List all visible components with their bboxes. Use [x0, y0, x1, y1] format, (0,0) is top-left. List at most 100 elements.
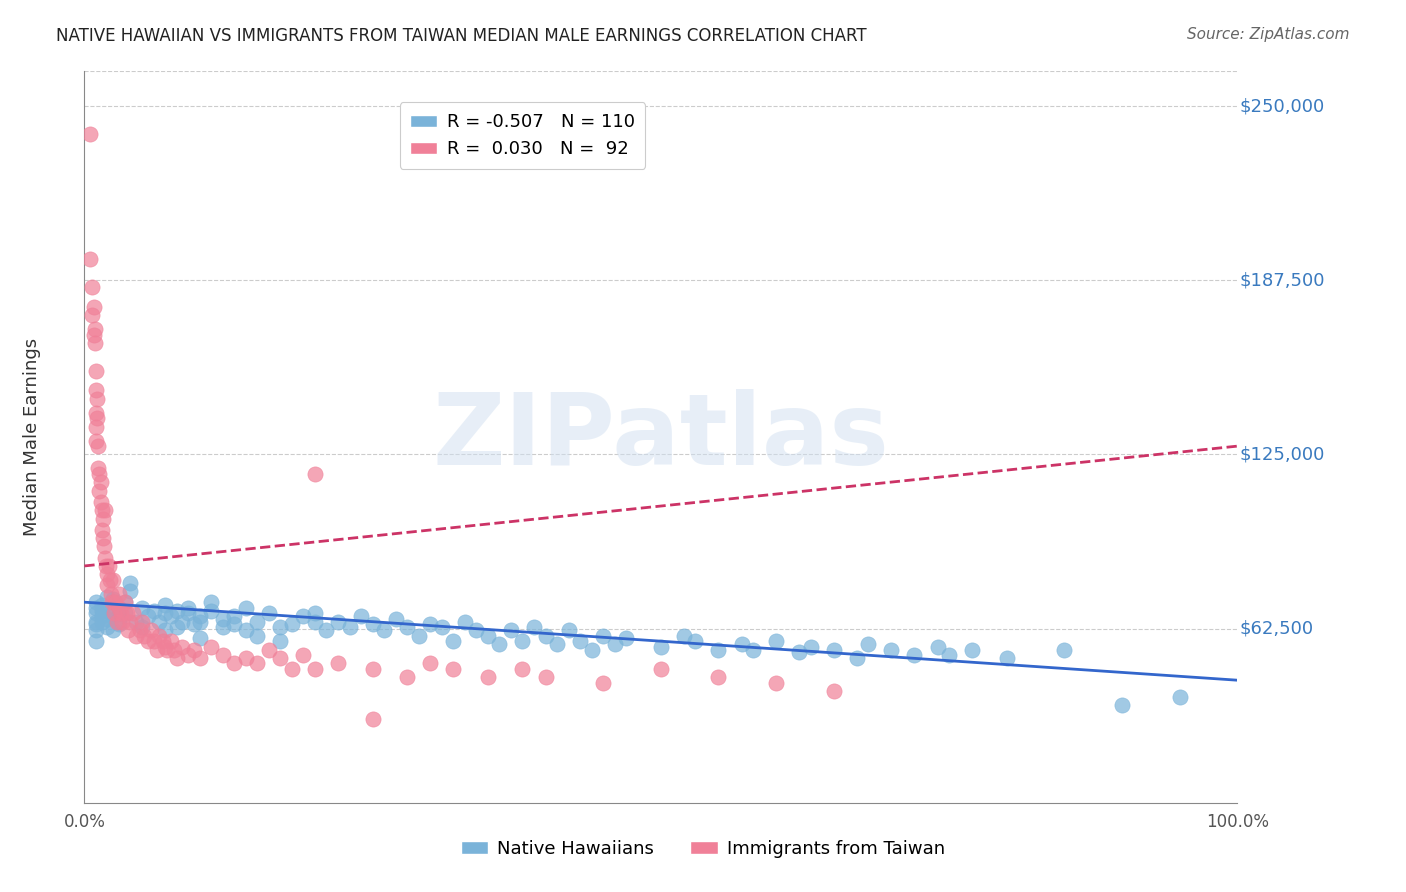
Point — [131, 600, 153, 615]
Point — [136, 609, 159, 624]
Point — [592, 629, 614, 643]
Point — [188, 609, 211, 624]
Point — [84, 600, 107, 615]
Point — [108, 600, 131, 615]
Point — [153, 598, 176, 612]
Point — [79, 127, 101, 141]
Point — [114, 607, 136, 621]
Point — [281, 662, 304, 676]
Point — [177, 600, 200, 615]
Point — [103, 623, 124, 637]
Point — [419, 617, 441, 632]
Point — [153, 623, 176, 637]
Point — [125, 629, 148, 643]
Point — [90, 603, 112, 617]
Point — [361, 712, 384, 726]
Point — [304, 615, 326, 629]
Point — [84, 623, 107, 637]
Point — [534, 670, 557, 684]
Point — [82, 308, 104, 322]
Point — [441, 662, 464, 676]
Point — [96, 603, 118, 617]
Point — [200, 640, 222, 654]
Point — [707, 642, 730, 657]
Text: NATIVE HAWAIIAN VS IMMIGRANTS FROM TAIWAN MEDIAN MALE EARNINGS CORRELATION CHART: NATIVE HAWAIIAN VS IMMIGRANTS FROM TAIWA… — [56, 27, 868, 45]
Point — [188, 632, 211, 646]
Point — [98, 573, 121, 587]
Point — [304, 467, 326, 481]
Point — [177, 607, 200, 621]
Point — [235, 623, 257, 637]
Point — [614, 632, 637, 646]
Point — [117, 623, 139, 637]
Point — [269, 651, 291, 665]
Point — [84, 384, 107, 398]
Point — [91, 511, 114, 525]
Point — [960, 642, 983, 657]
Point — [730, 637, 752, 651]
Point — [938, 648, 960, 662]
Point — [96, 558, 118, 573]
Point — [408, 629, 430, 643]
Point — [121, 607, 143, 621]
Point — [136, 634, 159, 648]
Point — [672, 629, 695, 643]
Point — [160, 609, 183, 624]
Point — [512, 662, 534, 676]
Point — [200, 603, 222, 617]
Point — [120, 584, 142, 599]
Point — [90, 503, 112, 517]
Point — [84, 615, 107, 629]
Point — [90, 523, 112, 537]
Point — [477, 629, 499, 643]
Point — [148, 629, 170, 643]
Point — [83, 336, 105, 351]
Point — [211, 612, 233, 626]
Point — [114, 595, 136, 609]
Point — [86, 411, 108, 425]
Point — [224, 609, 246, 624]
Point — [90, 615, 112, 629]
Point — [441, 634, 464, 648]
Point — [97, 558, 120, 573]
Point — [477, 670, 499, 684]
Point — [224, 657, 246, 671]
Point — [304, 662, 326, 676]
Point — [188, 615, 211, 629]
Point — [108, 607, 131, 621]
Point — [1053, 642, 1076, 657]
Point — [87, 439, 110, 453]
Point — [156, 642, 179, 657]
Point — [108, 617, 131, 632]
Point — [430, 620, 453, 634]
Text: $250,000: $250,000 — [1240, 97, 1324, 115]
Point — [166, 603, 188, 617]
Point — [131, 620, 153, 634]
Point — [246, 615, 269, 629]
Point — [89, 467, 111, 481]
Point — [142, 634, 165, 648]
Point — [93, 540, 115, 554]
Point — [326, 615, 349, 629]
Point — [707, 670, 730, 684]
Point — [465, 623, 488, 637]
Point — [326, 657, 349, 671]
Point — [927, 640, 949, 654]
Point — [108, 615, 131, 629]
Point — [246, 629, 269, 643]
Point — [188, 651, 211, 665]
Point — [292, 648, 315, 662]
Point — [84, 617, 107, 632]
Point — [787, 645, 810, 659]
Legend: Native Hawaiians, Immigrants from Taiwan: Native Hawaiians, Immigrants from Taiwan — [454, 833, 952, 865]
Text: $62,500: $62,500 — [1240, 620, 1313, 638]
Point — [153, 607, 176, 621]
Point — [142, 603, 165, 617]
Point — [546, 637, 568, 651]
Point — [89, 475, 111, 490]
Point — [146, 642, 169, 657]
Point — [765, 676, 787, 690]
Point — [108, 587, 131, 601]
Point — [172, 615, 194, 629]
Point — [281, 617, 304, 632]
